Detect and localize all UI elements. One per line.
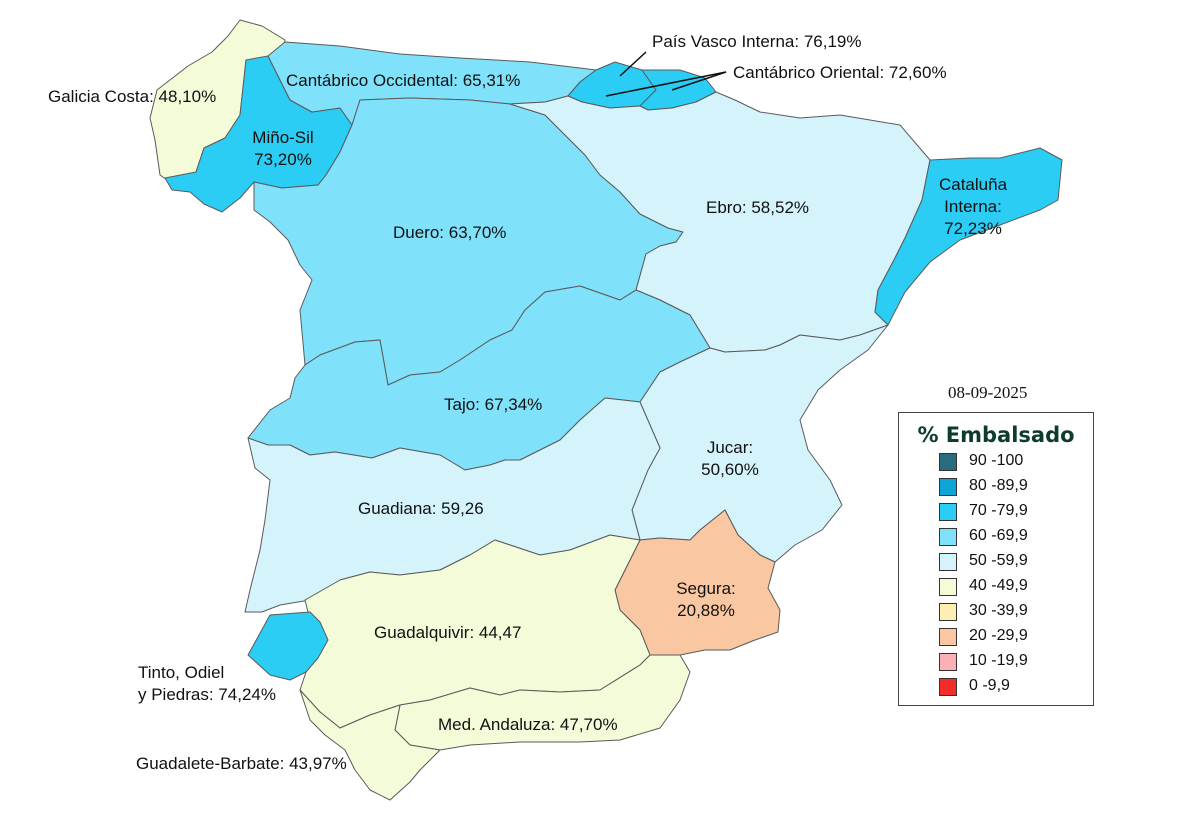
label-tinto-line1: Tinto, Odiel <box>138 663 225 682</box>
legend-label: 80 -89,9 <box>969 477 1028 494</box>
legend-label: 40 -49,9 <box>969 577 1028 594</box>
legend: % Embalsado 90 -100 80 -89,9 70 -79,9 60… <box>898 412 1094 706</box>
label-tinto: Tinto, Odiel y Piedras: 74,24% <box>138 662 276 706</box>
label-cantabrico-oriental: Cantábrico Oriental: 72,60% <box>733 63 947 82</box>
label-cataluna: Cataluña Interna: 72,23% <box>918 174 1028 240</box>
legend-swatch <box>939 553 957 571</box>
label-med-andaluza: Med. Andaluza: 47,70% <box>438 715 618 734</box>
legend-label: 60 -69,9 <box>969 527 1028 544</box>
label-jucar-name: Jucar: <box>706 438 754 457</box>
legend-label: 90 -100 <box>969 452 1024 469</box>
legend-label: 30 -39,9 <box>969 602 1028 619</box>
label-segura-value: 20,88% <box>677 601 735 620</box>
label-segura-name: Segura: <box>676 579 736 598</box>
legend-label: 50 -59,9 <box>969 552 1028 569</box>
label-galicia-costa: Galicia Costa: 48,10% <box>48 87 217 106</box>
region-guadiana <box>244 397 661 613</box>
legend-label: 0 -9,9 <box>969 677 1010 694</box>
legend-title: % Embalsado <box>917 423 1075 447</box>
legend-swatch <box>939 678 957 696</box>
label-duero: Duero: 63,70% <box>393 223 507 242</box>
label-cantabrico-occidental: Cantábrico Occidental: 65,31% <box>286 71 521 90</box>
label-jucar: Jucar: 50,60% <box>680 437 780 481</box>
label-ebro: Ebro: 58,52% <box>706 198 810 217</box>
region-guadalete <box>299 689 441 801</box>
map-date: 08-09-2025 <box>948 383 1028 402</box>
label-mino-sil-value: 73,20% <box>254 150 312 169</box>
legend-swatch <box>939 628 957 646</box>
label-jucar-value: 50,60% <box>701 460 759 479</box>
label-tajo: Tajo: 67,34% <box>444 395 543 414</box>
region-cataluna <box>874 147 1063 326</box>
legend-label: 10 -19,9 <box>969 652 1028 669</box>
legend-swatch <box>939 603 957 621</box>
label-mino-sil: Miño-Sil 73,20% <box>238 127 328 171</box>
label-cataluna-line2: Interna: <box>944 197 1002 216</box>
label-cataluna-line1: Cataluña <box>938 175 1008 194</box>
label-tinto-line2: y Piedras: 74,24% <box>138 685 276 704</box>
region-tinto <box>247 611 329 681</box>
legend-swatch <box>939 503 957 521</box>
legend-swatch <box>939 478 957 496</box>
label-guadiana: Guadiana: 59,26 <box>358 499 484 518</box>
label-mino-sil-name: Miño-Sil <box>252 128 314 147</box>
region-med-andaluza <box>394 654 691 751</box>
legend-swatch <box>939 578 957 596</box>
label-segura: Segura: 20,88% <box>656 578 756 622</box>
legend-label: 70 -79,9 <box>969 502 1028 519</box>
legend-swatch <box>939 528 957 546</box>
label-pais-vasco: País Vasco Interna: 76,19% <box>652 32 862 51</box>
pointer-line-pais-vasco <box>619 51 647 77</box>
label-cataluna-value: 72,23% <box>944 219 1002 238</box>
pointer-line-cantabrico-oriental-2 <box>671 71 727 91</box>
legend-swatch <box>939 653 957 671</box>
legend-label: 20 -29,9 <box>969 627 1028 644</box>
label-guadalete: Guadalete-Barbate: 43,97% <box>136 754 347 773</box>
legend-swatch <box>939 453 957 471</box>
label-guadalquivir: Guadalquivir: 44,47 <box>374 623 522 642</box>
pointer-line-cantabrico-oriental-1 <box>605 71 727 97</box>
